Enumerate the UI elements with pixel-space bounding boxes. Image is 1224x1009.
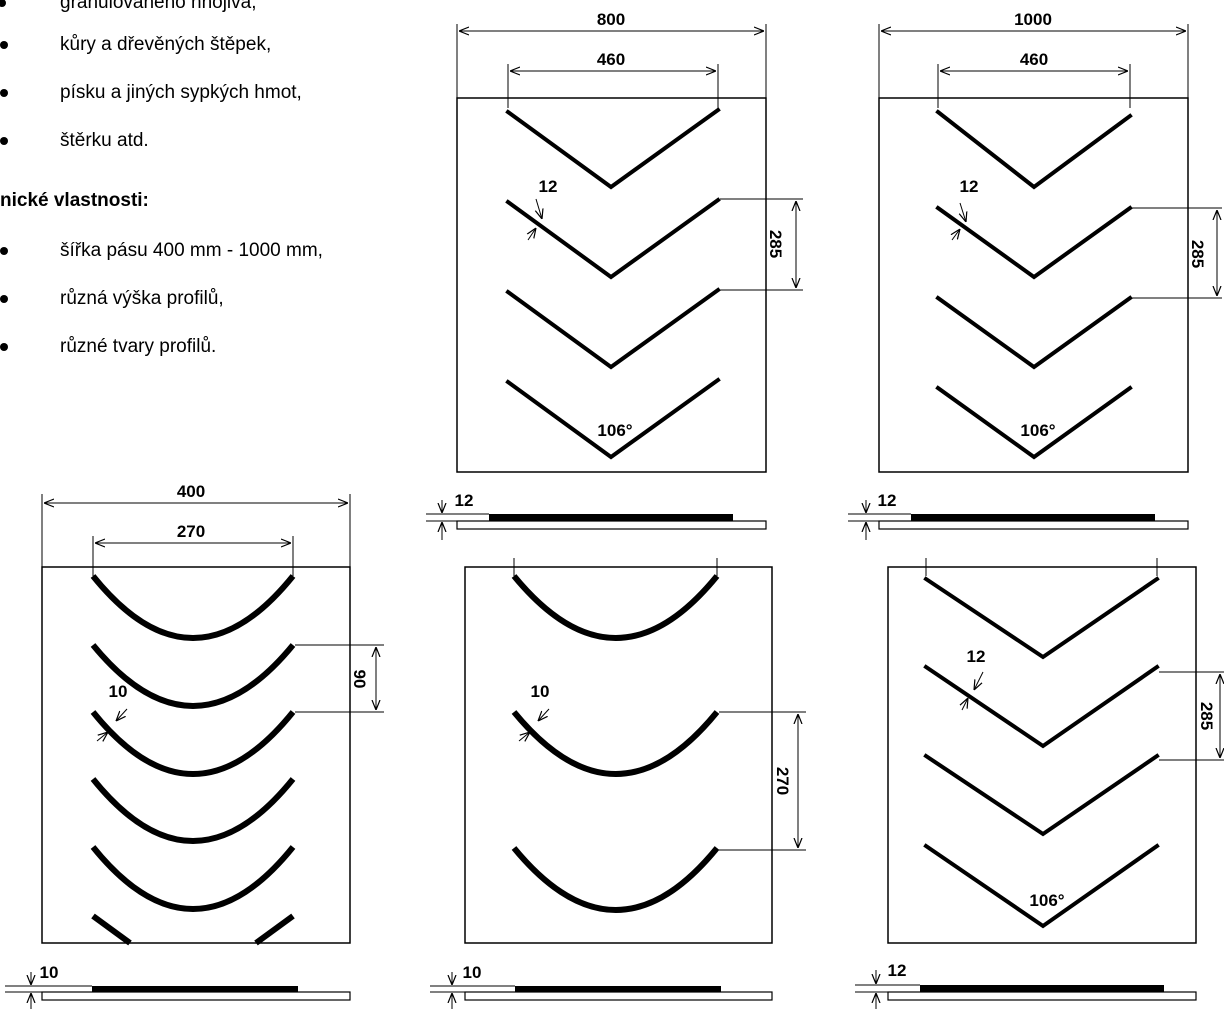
profile-section xyxy=(911,514,1155,521)
thickness-arrow xyxy=(538,708,550,721)
list-item-text: štěrku atd. xyxy=(60,130,149,151)
drawing-chevron-lower: 12 285 106° 12 xyxy=(855,558,1224,1009)
pitch-label: 285 xyxy=(1197,702,1216,730)
pitch-label: 285 xyxy=(1188,240,1207,268)
list-item-text: šířka pásu 400 mm - 1000 mm, xyxy=(60,240,323,261)
belt-outline xyxy=(456,97,767,473)
belt-section xyxy=(464,991,773,1001)
section-heading: nické vlastnosti: xyxy=(0,190,149,211)
list-item-text: kůry a dřevěných štěpek, xyxy=(60,34,272,55)
thickness-label: 12 xyxy=(960,177,979,196)
inner-width-label: 270 xyxy=(177,522,205,541)
height-label: 10 xyxy=(463,963,482,982)
height-label: 10 xyxy=(40,963,59,982)
thickness-arrow xyxy=(952,229,960,241)
inner-width-label: 460 xyxy=(597,50,625,69)
pitch-label: 90 xyxy=(350,670,369,689)
bullet-icon xyxy=(0,0,6,7)
list-item-text: písku a jiných sypkých hmot, xyxy=(60,82,302,103)
height-label: 12 xyxy=(455,491,474,510)
thickness-arrow xyxy=(960,202,966,222)
angle-label: 106° xyxy=(597,421,632,440)
curved-profiles xyxy=(511,574,720,913)
drawing-800-chevron: 800 460 12 285 106° 12 xyxy=(426,10,803,540)
pitch-label: 270 xyxy=(773,767,792,795)
belt-section xyxy=(878,520,1189,530)
thickness-label: 10 xyxy=(531,682,550,701)
drawing-curved-wide-pitch: 10 270 10 xyxy=(430,558,806,1009)
curved-profiles xyxy=(90,574,296,946)
angle-label: 106° xyxy=(1020,421,1055,440)
thickness-arrow xyxy=(96,732,108,741)
list-item-text: granulovaného hnojiva, xyxy=(60,0,257,13)
bullet-icon xyxy=(0,343,8,351)
drawing-400-curved: 400 270 10 90 10 xyxy=(5,482,384,1009)
belt-outline xyxy=(887,566,1197,944)
pitch-label: 285 xyxy=(766,230,785,258)
thickness-label: 12 xyxy=(539,177,558,196)
belt-outline xyxy=(878,97,1189,473)
belt-section xyxy=(41,991,351,1001)
height-label: 12 xyxy=(878,491,897,510)
profile-section xyxy=(92,986,298,992)
profile-section xyxy=(515,986,721,992)
description-text: granulovaného hnojiva, kůry a dřevěných … xyxy=(0,0,420,380)
belt-section xyxy=(456,520,767,530)
width-label: 1000 xyxy=(1014,10,1052,29)
thickness-arrow xyxy=(974,671,984,690)
thickness-arrow xyxy=(536,198,542,219)
list-item-text: různá výška profilů, xyxy=(60,288,224,309)
drawing-1000-chevron: 1000 460 12 285 106° 12 xyxy=(848,10,1222,540)
bullet-icon xyxy=(0,137,8,145)
thickness-label: 12 xyxy=(967,647,986,666)
width-label: 800 xyxy=(597,10,625,29)
height-label: 12 xyxy=(888,961,907,980)
bullet-icon xyxy=(0,247,8,255)
profile-section xyxy=(489,514,733,521)
thickness-arrow xyxy=(528,228,536,241)
bullet-icon xyxy=(0,295,8,303)
bullet-icon xyxy=(0,89,8,97)
profile-section xyxy=(920,985,1164,992)
belt-outline xyxy=(464,566,773,944)
belt-outline xyxy=(41,566,351,944)
thickness-arrow xyxy=(518,732,530,741)
list-item-text: různé tvary profilů. xyxy=(60,336,217,357)
thickness-arrow xyxy=(962,698,968,711)
width-label: 400 xyxy=(177,482,205,501)
chevron-profiles xyxy=(923,576,1160,929)
inner-width-label: 460 xyxy=(1020,50,1048,69)
thickness-label: 10 xyxy=(109,682,128,701)
thickness-arrow xyxy=(116,708,128,721)
bullet-icon xyxy=(0,41,8,49)
chevron-profiles xyxy=(505,107,721,460)
angle-label: 106° xyxy=(1029,891,1064,910)
belt-section xyxy=(887,991,1197,1001)
chevron-profiles xyxy=(935,109,1133,460)
